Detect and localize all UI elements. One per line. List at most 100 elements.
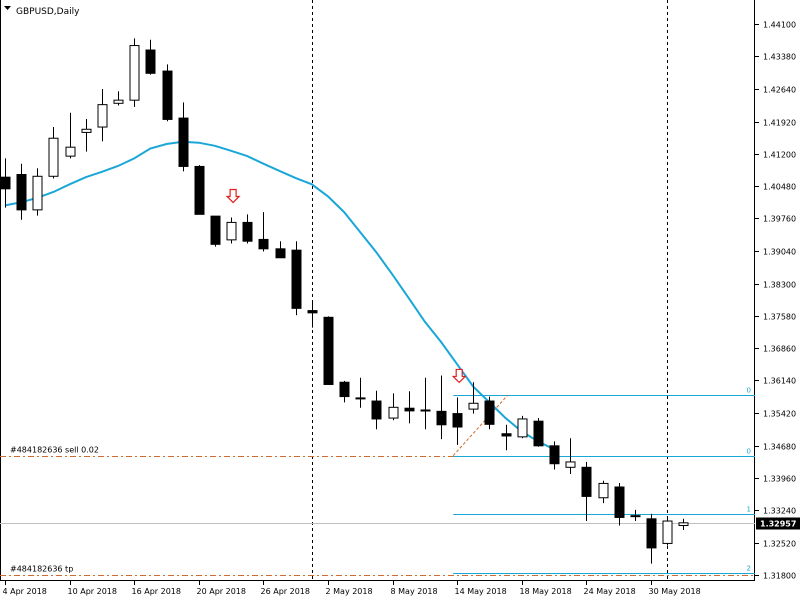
fib-level-label: 0 — [747, 448, 751, 456]
y-tick-label: 1.33240 — [763, 507, 796, 516]
candle-body-bear — [420, 409, 431, 412]
x-tick-label: 8 May 2018 — [391, 587, 438, 596]
candle — [0, 158, 11, 208]
candle — [97, 88, 108, 142]
candle — [678, 518, 689, 530]
y-tick-label: 1.36860 — [763, 345, 796, 354]
candle — [662, 516, 673, 546]
candle — [242, 214, 253, 244]
candle — [48, 127, 59, 179]
candle — [581, 461, 592, 522]
candle-body-bull — [226, 221, 237, 241]
y-tick-label: 1.31800 — [763, 572, 796, 581]
y-tick-label: 1.38300 — [763, 281, 796, 290]
period-separators — [312, 0, 668, 581]
x-tick-label: 30 May 2018 — [649, 587, 701, 596]
x-tick-label: 14 May 2018 — [455, 587, 507, 596]
candle-body-bear — [145, 49, 156, 74]
candle — [65, 112, 76, 159]
candle — [565, 438, 576, 475]
candlestick-series — [0, 38, 689, 564]
candle-body-bull — [32, 175, 43, 211]
candle-body-bull — [48, 137, 59, 177]
current-price-tag: 1.32957 — [756, 517, 800, 530]
dropdown-triangle-icon[interactable] — [4, 6, 11, 10]
candle-body-bull — [662, 520, 673, 544]
candle-body-bear — [16, 173, 27, 211]
candle — [371, 390, 382, 430]
candle-body-bull — [65, 146, 76, 157]
candle-body-bull — [565, 461, 576, 468]
candle — [436, 375, 447, 440]
candle — [549, 441, 560, 470]
candle-body-bull — [468, 402, 479, 410]
candle — [468, 382, 479, 414]
candle-body-bear — [484, 400, 495, 425]
y-tick-label: 1.40480 — [763, 183, 796, 192]
candle — [630, 509, 641, 522]
candle — [646, 513, 657, 564]
candle — [452, 397, 463, 445]
candle-body-bear — [0, 176, 11, 190]
candle — [404, 391, 415, 424]
candle-body-bear — [371, 400, 382, 420]
candle-body-bull — [113, 99, 124, 104]
y-tick-label: 1.43380 — [763, 53, 796, 62]
y-tick-label: 1.41200 — [763, 151, 796, 160]
candle-body-bull — [630, 515, 641, 518]
down-arrow-icon — [225, 188, 241, 204]
candle — [420, 377, 431, 430]
symbol-header[interactable]: GBPUSD,Daily — [4, 6, 80, 17]
candle — [16, 163, 27, 220]
candle-body-bear — [339, 381, 350, 398]
candle-body-bear — [501, 433, 512, 437]
candle-body-bull — [129, 45, 140, 101]
order-lines: #484182636 sell 0.02 #484182636 tp — [0, 446, 755, 576]
candle — [307, 302, 318, 328]
down-arrow-icon — [451, 368, 467, 384]
fib-level-label: 1 — [747, 506, 751, 514]
candle-body-bear — [614, 486, 625, 518]
fibonacci-levels: 0 0 1 2 — [452, 387, 755, 574]
candle — [194, 165, 205, 215]
y-tick-label: 1.34680 — [763, 443, 796, 452]
candle — [210, 215, 221, 247]
candle — [323, 316, 334, 385]
y-tick-label: 1.39040 — [763, 248, 796, 257]
candle-body-bear — [646, 518, 657, 549]
candle — [291, 241, 302, 316]
candle — [226, 217, 237, 244]
take-profit-label: #484182636 tp — [10, 565, 73, 574]
candle — [614, 482, 625, 526]
y-tick-label: 1.32520 — [763, 540, 796, 549]
candle — [258, 212, 269, 252]
x-tick-label: 10 Apr 2018 — [68, 587, 117, 596]
candle — [598, 480, 609, 504]
candle-body-bear — [323, 316, 334, 385]
candle-body-bear — [355, 397, 366, 400]
x-tick-label: 26 Apr 2018 — [261, 587, 310, 596]
candle — [81, 118, 92, 152]
candle — [517, 415, 528, 439]
candle-body-bull — [388, 406, 399, 419]
candle — [275, 241, 286, 259]
fib-trend-line — [452, 394, 509, 457]
candle-body-bull — [678, 522, 689, 527]
candle — [178, 102, 189, 172]
candle — [355, 377, 366, 408]
candle-body-bear — [242, 221, 253, 242]
signal-arrows — [225, 188, 467, 384]
x-tick-label: 2 May 2018 — [326, 587, 373, 596]
candle-body-bear — [581, 466, 592, 497]
candle — [533, 418, 544, 447]
sell-order-label: #484182636 sell 0.02 — [10, 446, 99, 455]
y-tick-label: 1.37580 — [763, 313, 796, 322]
y-tick-label: 1.36140 — [763, 377, 796, 386]
candle-body-bear — [307, 310, 318, 314]
fib-level-label: 2 — [747, 565, 751, 573]
y-tick-label: 1.39760 — [763, 215, 796, 224]
candle — [129, 38, 140, 107]
y-tick-label: 1.44100 — [763, 21, 796, 30]
candle-body-bull — [598, 482, 609, 499]
